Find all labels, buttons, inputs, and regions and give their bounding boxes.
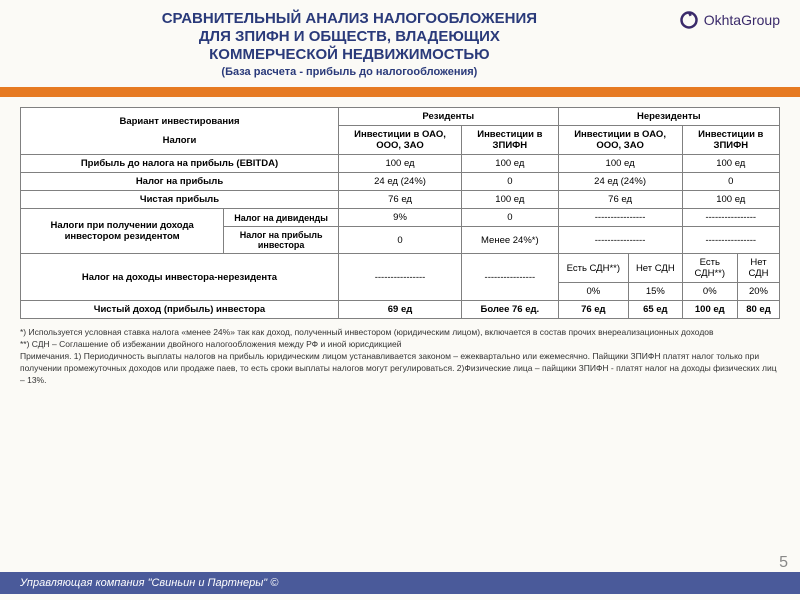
cell: Нет СДН bbox=[629, 254, 683, 283]
row-ebitda-lbl: Прибыль до налога на прибыль (EBITDA) bbox=[21, 155, 339, 173]
title-block: СРАВНИТЕЛЬНЫЙ АНАЛИЗ НАЛОГООБЛОЖЕНИЯ ДЛЯ… bbox=[20, 10, 679, 78]
cell: 0% bbox=[558, 283, 628, 301]
cell: 100 ед bbox=[462, 191, 559, 209]
cell: ---------------- bbox=[338, 254, 461, 301]
th-res-oao: Инвестиции в ОАО, ООО, ЗАО bbox=[338, 126, 461, 155]
cell: 100 ед bbox=[558, 155, 682, 173]
cell: 9% bbox=[338, 209, 461, 227]
footer-text: Управляющая компания "Свиньин и Партнеры… bbox=[20, 577, 278, 589]
title-line2: ДЛЯ ЗПИФН И ОБЩЕСТВ, ВЛАДЕЮЩИХ bbox=[20, 28, 679, 46]
cell: 76 ед bbox=[338, 191, 461, 209]
th-res-zpifn: Инвестиции в ЗПИФН bbox=[462, 126, 559, 155]
row-nonres-lbl: Налог на доходы инвестора-нерезидента bbox=[21, 254, 339, 301]
row-divtax-lbl: Налог на дивиденды bbox=[224, 209, 339, 227]
cell: Есть СДН**) bbox=[682, 254, 737, 283]
cell: 65 ед bbox=[629, 301, 683, 319]
row-final-lbl: Чистый доход (прибыль) инвестора bbox=[21, 301, 339, 319]
row-invproftax-lbl: Налог на прибыль инвестора bbox=[224, 227, 339, 254]
cell: 100 ед bbox=[462, 155, 559, 173]
header: СРАВНИТЕЛЬНЫЙ АНАЛИЗ НАЛОГООБЛОЖЕНИЯ ДЛЯ… bbox=[0, 0, 800, 83]
note3: Примечания. 1) Периодичность выплаты нал… bbox=[20, 351, 780, 387]
cell: Нет СДН bbox=[737, 254, 779, 283]
footer: Управляющая компания "Свиньин и Партнеры… bbox=[0, 572, 800, 594]
cell: Менее 24%*) bbox=[462, 227, 559, 254]
cell: Есть СДН**) bbox=[558, 254, 628, 283]
cell: Более 76 ед. bbox=[462, 301, 559, 319]
th-taxes: Налоги bbox=[25, 135, 334, 146]
orange-bar bbox=[0, 87, 800, 97]
cell: 0 bbox=[462, 173, 559, 191]
logo-icon bbox=[679, 10, 699, 30]
th-variant: Вариант инвестирования Налоги bbox=[21, 108, 339, 155]
note2: **) СДН – Соглашение об избежании двойно… bbox=[20, 339, 780, 351]
page-number: 5 bbox=[779, 554, 788, 572]
cell: ---------------- bbox=[462, 254, 559, 301]
row-netprof-lbl: Чистая прибыль bbox=[21, 191, 339, 209]
cell: ---------------- bbox=[558, 227, 682, 254]
notes: *) Используется условная ставка налога «… bbox=[0, 319, 800, 394]
th-residents: Резиденты bbox=[338, 108, 558, 126]
logo: OkhtaGroup bbox=[679, 10, 780, 30]
cell: 100 ед bbox=[682, 301, 737, 319]
comparison-table: Вариант инвестирования Налоги Резиденты … bbox=[20, 107, 780, 319]
th-variant-top: Вариант инвестирования bbox=[25, 116, 334, 127]
title-line1: СРАВНИТЕЛЬНЫЙ АНАЛИЗ НАЛОГООБЛОЖЕНИЯ bbox=[20, 10, 679, 28]
th-nr-zpifn: Инвестиции в ЗПИФН bbox=[682, 126, 779, 155]
row-invtax-lbl: Налоги при получении дохода инвестором р… bbox=[21, 209, 224, 254]
cell: 0 bbox=[338, 227, 461, 254]
cell: 69 ед bbox=[338, 301, 461, 319]
cell: 76 ед bbox=[558, 191, 682, 209]
cell: 15% bbox=[629, 283, 683, 301]
note1: *) Используется условная ставка налога «… bbox=[20, 327, 780, 339]
cell: 24 ед (24%) bbox=[338, 173, 461, 191]
cell: 76 ед bbox=[558, 301, 628, 319]
th-nonresidents: Нерезиденты bbox=[558, 108, 779, 126]
cell: ---------------- bbox=[558, 209, 682, 227]
th-nr-oao: Инвестиции в ОАО, ООО, ЗАО bbox=[558, 126, 682, 155]
logo-text: OkhtaGroup bbox=[704, 12, 780, 28]
cell: ---------------- bbox=[682, 209, 779, 227]
cell: 80 ед bbox=[737, 301, 779, 319]
row-proftax-lbl: Налог на прибыль bbox=[21, 173, 339, 191]
cell: 20% bbox=[737, 283, 779, 301]
cell: 24 ед (24%) bbox=[558, 173, 682, 191]
cell: 100 ед bbox=[338, 155, 461, 173]
cell: ---------------- bbox=[682, 227, 779, 254]
cell: 0 bbox=[682, 173, 779, 191]
subtitle: (База расчета - прибыль до налогообложен… bbox=[20, 66, 679, 78]
cell: 100 ед bbox=[682, 191, 779, 209]
title-line3: КОММЕРЧЕСКОЙ НЕДВИЖИМОСТЬЮ bbox=[20, 46, 679, 64]
cell: 0 bbox=[462, 209, 559, 227]
cell: 100 ед bbox=[682, 155, 779, 173]
cell: 0% bbox=[682, 283, 737, 301]
